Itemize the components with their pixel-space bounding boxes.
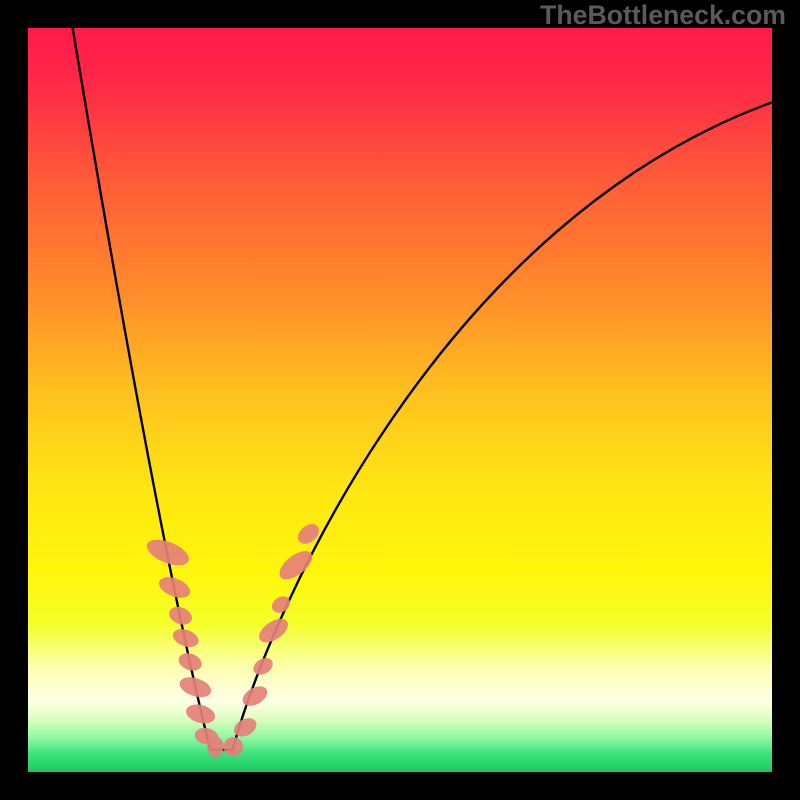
watermark-text: TheBottleneck.com	[540, 0, 786, 31]
chart-frame: TheBottleneck.com	[0, 0, 800, 800]
plot-area	[28, 28, 772, 772]
gradient-background	[28, 28, 772, 772]
chart-svg	[28, 28, 772, 772]
